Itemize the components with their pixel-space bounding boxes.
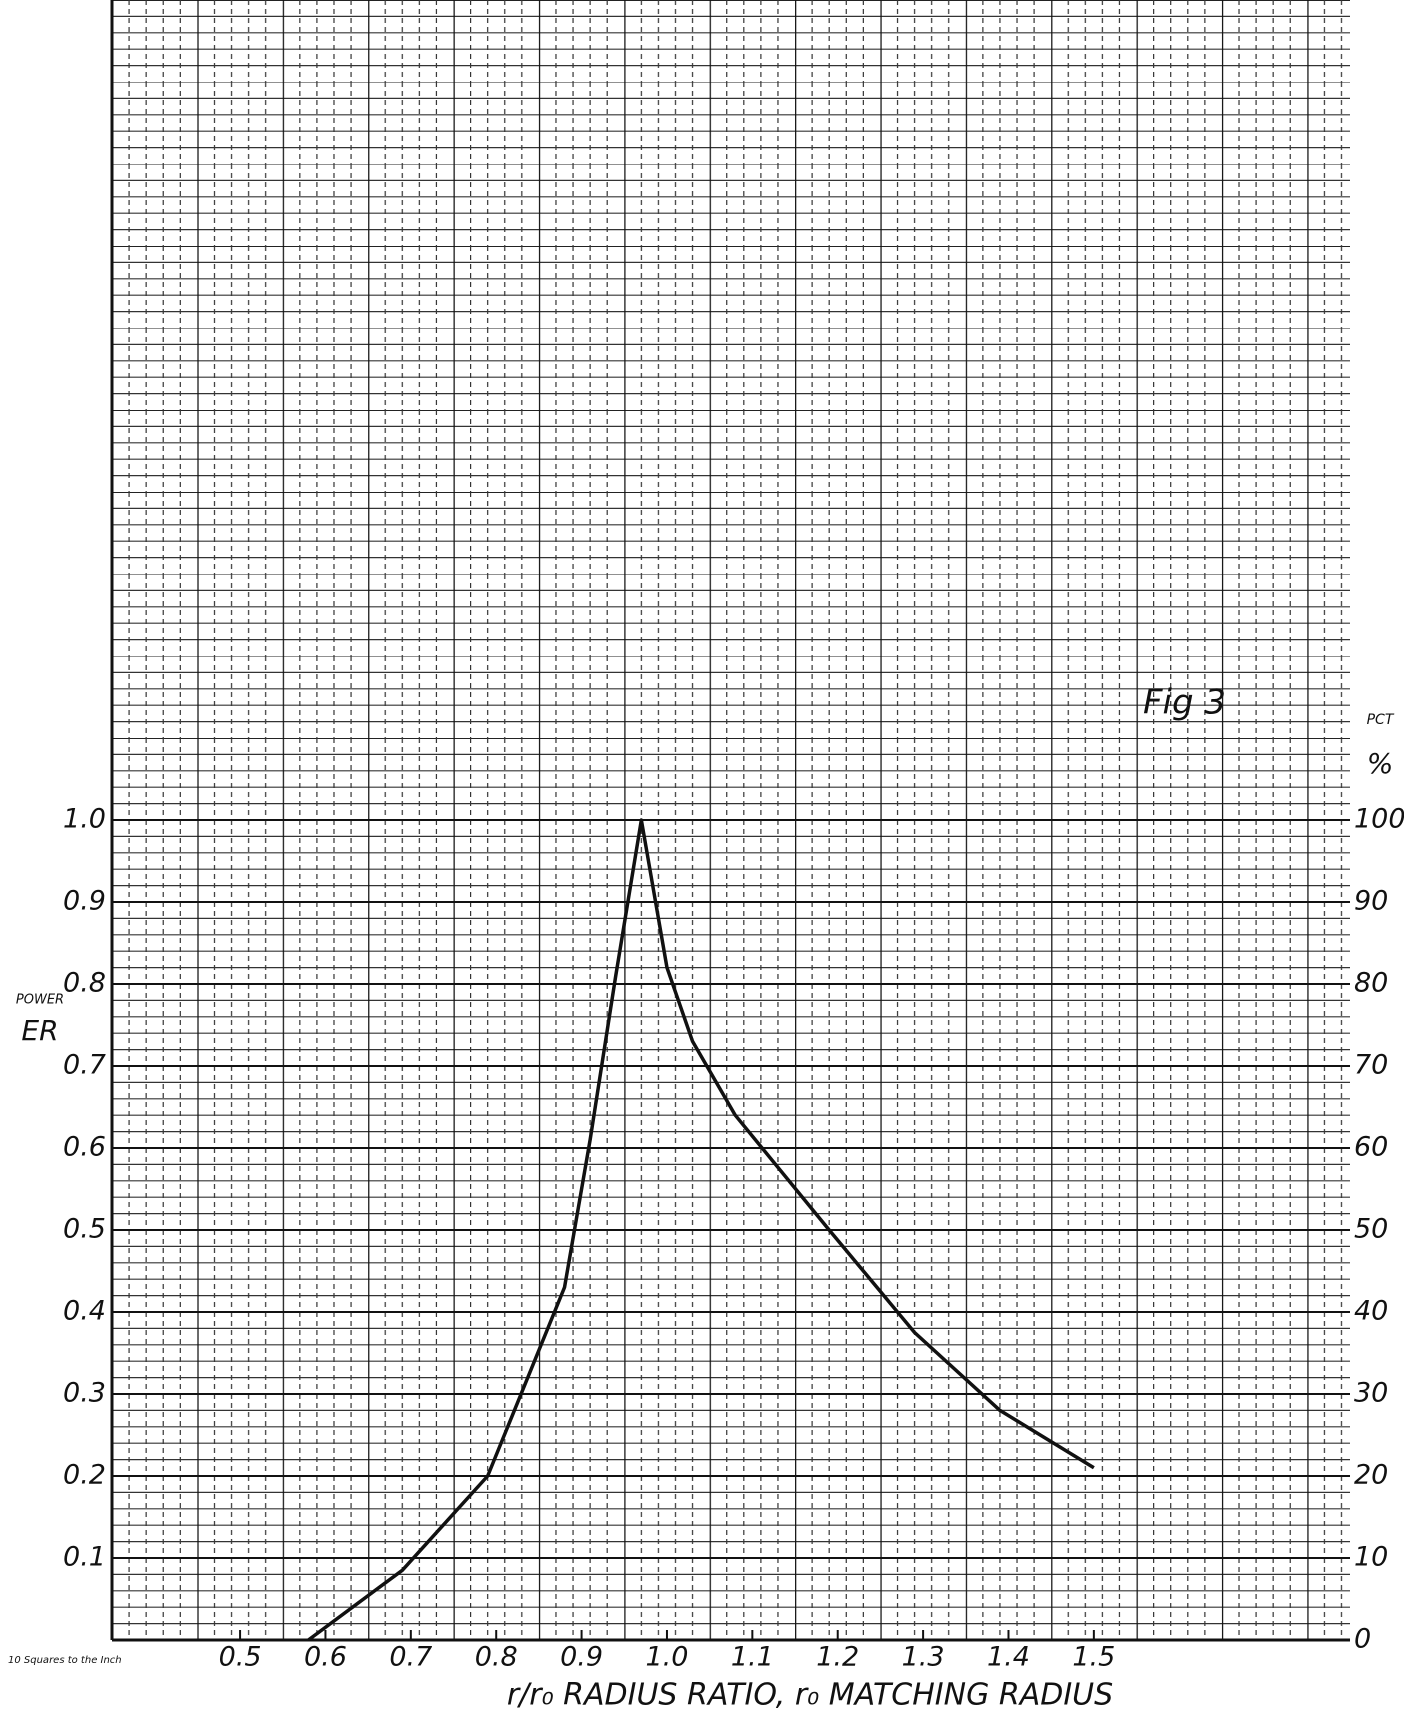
- y-tick-label: 1.0: [63, 804, 106, 835]
- x-tick-label: 1.0: [645, 1642, 688, 1673]
- y2-tick-label: 50: [1354, 1214, 1388, 1245]
- y-tick-label: 0.7: [63, 1050, 106, 1081]
- y2-tick-label: 60: [1354, 1132, 1388, 1163]
- x-tick-label: 0.8: [475, 1642, 518, 1673]
- y2-tick-label: 20: [1354, 1460, 1388, 1491]
- y2-tick-label: 90: [1354, 886, 1388, 917]
- x-tick-label: 0.6: [304, 1642, 347, 1673]
- y-axis-title: ER: [21, 1014, 58, 1047]
- y-tick-label: 0.4: [63, 1296, 106, 1327]
- y-tick-label: 0.8: [63, 968, 106, 999]
- y2-tick-label: 40: [1354, 1296, 1388, 1327]
- y-tick-label: 0.9: [63, 886, 106, 917]
- y-tick-label: 0.3: [63, 1378, 106, 1409]
- y-tick-label: 0.1: [63, 1542, 106, 1573]
- y2-tick-label: 30: [1354, 1378, 1388, 1409]
- y-axis-title-small: POWER: [16, 993, 64, 1008]
- data-line: [307, 818, 1095, 1642]
- x-axis-title: r/r₀ RADIUS RATIO, r₀ MATCHING RADIUS: [507, 1678, 1113, 1712]
- y2-tick-label: 70: [1354, 1050, 1388, 1081]
- x-tick-label: 1.2: [816, 1642, 859, 1673]
- y2-tick-label: 80: [1354, 968, 1388, 999]
- footer: 10 Squares to the Inch: [8, 1655, 122, 1666]
- y2-unit: %: [1367, 747, 1394, 780]
- annotation: Fig 3: [1143, 683, 1226, 723]
- y2-tick-label: 0: [1354, 1624, 1371, 1655]
- x-tick-label: 0.5: [219, 1642, 262, 1673]
- x-tick-label: 1.4: [987, 1642, 1030, 1673]
- y-tick-label: 0.5: [63, 1214, 106, 1245]
- x-tick-label: 0.7: [389, 1642, 432, 1673]
- y2-tick-label: 10: [1354, 1542, 1388, 1573]
- x-tick-label: 1.1: [731, 1642, 774, 1673]
- x-tick-label: 1.5: [1072, 1642, 1115, 1673]
- y-tick-label: 0.2: [63, 1460, 106, 1491]
- y2-axis-title: PCT: [1367, 712, 1395, 728]
- y2-tick-label: 100: [1354, 804, 1404, 835]
- x-tick-label: 1.3: [902, 1642, 945, 1673]
- y-tick-label: 0.6: [63, 1132, 106, 1163]
- x-tick-label: 0.9: [560, 1642, 603, 1673]
